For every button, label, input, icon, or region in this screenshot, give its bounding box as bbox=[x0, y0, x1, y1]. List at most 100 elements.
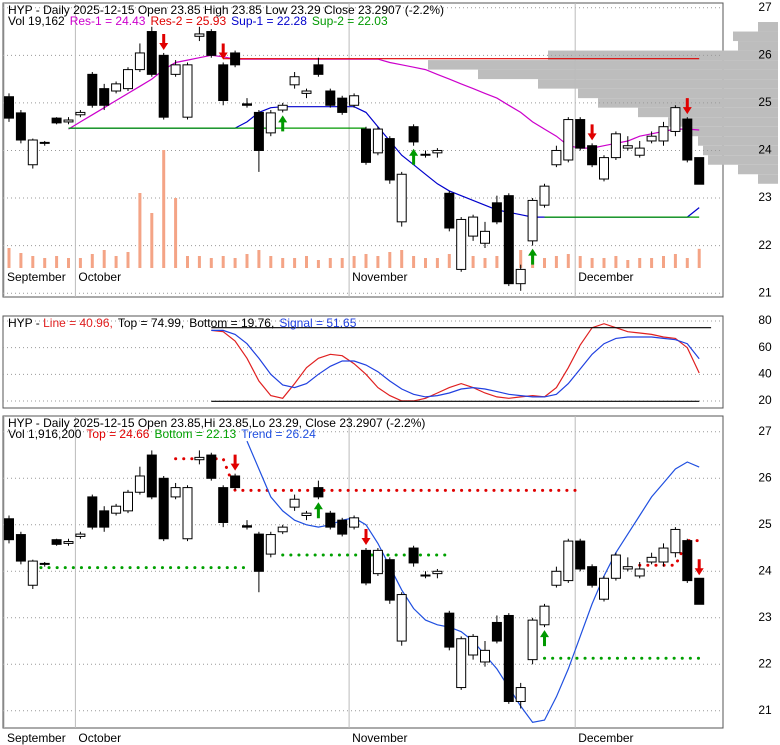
y-tick-label: 21 bbox=[758, 285, 772, 299]
candle-body bbox=[456, 218, 467, 270]
y-tick-label: 25 bbox=[758, 95, 772, 109]
volume-bar bbox=[102, 250, 106, 268]
y-tick-label: 27 bbox=[758, 0, 772, 14]
x-tick-label: December bbox=[578, 731, 633, 745]
candle-body bbox=[63, 541, 74, 544]
volume-bar bbox=[424, 258, 427, 268]
candle-body bbox=[361, 128, 371, 163]
candle-body bbox=[301, 90, 312, 94]
volume-bar bbox=[31, 256, 35, 268]
candle-body bbox=[301, 512, 312, 517]
indicator-line bbox=[211, 323, 700, 402]
y-tick-label: 21 bbox=[758, 703, 772, 717]
x-tick-label: October bbox=[78, 270, 121, 284]
volume-bar bbox=[233, 258, 237, 268]
candle-body bbox=[75, 533, 86, 537]
volume-bar bbox=[697, 248, 701, 268]
candle-body bbox=[313, 64, 324, 75]
volume-profile-bar bbox=[733, 31, 778, 42]
candle-body bbox=[4, 96, 14, 119]
volume-bar bbox=[328, 258, 332, 268]
candle-body bbox=[456, 638, 467, 689]
candle-body bbox=[372, 549, 383, 575]
legend-entry: Trend = 26.24 bbox=[241, 427, 316, 441]
buy-arrow bbox=[528, 248, 538, 265]
volume-bar bbox=[400, 250, 404, 268]
y-tick-label: 60 bbox=[758, 340, 772, 354]
volume-profile-bar bbox=[668, 117, 778, 127]
panel-title: HYP - Daily 2025-12-15 Open 23.85 High 2… bbox=[8, 3, 444, 17]
candle-body bbox=[63, 119, 74, 123]
candle-body bbox=[444, 612, 455, 648]
volume-bar bbox=[340, 258, 344, 268]
volume-bar bbox=[7, 248, 11, 268]
candle-body bbox=[539, 185, 550, 206]
candle-body bbox=[337, 97, 348, 113]
volume-bar bbox=[590, 258, 594, 268]
candle-body bbox=[599, 157, 609, 180]
volume-bar bbox=[221, 256, 225, 268]
candle-body bbox=[15, 534, 26, 562]
title-text: HYP - Daily 2025-12-15 Open 23.85 High 2… bbox=[8, 3, 444, 17]
candle-body bbox=[134, 52, 145, 71]
volume-bar bbox=[55, 256, 59, 268]
candle-body bbox=[563, 540, 574, 582]
volume-bar bbox=[316, 260, 320, 268]
volume-profile-bar bbox=[638, 107, 778, 118]
volume-bar bbox=[78, 258, 82, 268]
y-tick-label: 80 bbox=[758, 313, 772, 327]
candle-body bbox=[468, 216, 479, 237]
volume-profile-bar bbox=[758, 174, 778, 184]
candle-body bbox=[396, 594, 407, 642]
candle-body bbox=[51, 117, 62, 124]
volume-bar bbox=[566, 254, 570, 268]
volume-profile-bar bbox=[703, 145, 778, 156]
candle-body bbox=[313, 487, 324, 498]
candle-body bbox=[39, 562, 50, 565]
title-text: HYP - bbox=[8, 316, 43, 330]
candle-body bbox=[610, 133, 621, 159]
volume-bar bbox=[673, 254, 677, 268]
volume-bar bbox=[245, 254, 249, 268]
candle-body bbox=[277, 526, 288, 533]
volume-bar bbox=[138, 193, 142, 268]
candle-body bbox=[325, 512, 336, 528]
volume-bar bbox=[293, 258, 297, 268]
volume-bar bbox=[554, 256, 558, 268]
candle-body bbox=[610, 554, 621, 579]
volume-profile-bar bbox=[708, 155, 778, 165]
legend-entry: Bottom = 22.13 bbox=[154, 427, 236, 441]
candle-body bbox=[682, 540, 693, 582]
volume-bar bbox=[67, 258, 70, 268]
volume-profile-bar bbox=[758, 22, 778, 32]
sell-arrow bbox=[587, 124, 597, 141]
legend-entry: Sup-2 = 22.03 bbox=[312, 14, 388, 28]
candle-body bbox=[646, 135, 657, 142]
x-tick-label: November bbox=[352, 731, 407, 745]
volume-bar bbox=[90, 254, 94, 268]
candle-body bbox=[432, 570, 443, 575]
candle-body bbox=[27, 560, 38, 586]
panel-frame bbox=[2, 315, 724, 409]
candle-body bbox=[527, 619, 538, 661]
volume-bar bbox=[364, 254, 368, 268]
legend-entry: Line = 40.96, bbox=[43, 316, 113, 330]
y-tick-label: 22 bbox=[758, 656, 772, 670]
legend-entry: Bottom = 19.76, bbox=[189, 316, 274, 330]
y-tick-label: 22 bbox=[758, 238, 772, 252]
candle-body bbox=[170, 487, 181, 498]
candle-body bbox=[230, 475, 241, 489]
legend-entry: Top = 74.99, bbox=[118, 316, 184, 330]
x-tick-label: December bbox=[578, 270, 633, 284]
buy-arrow bbox=[540, 630, 549, 647]
candle-body bbox=[111, 83, 122, 92]
candle-body bbox=[337, 519, 348, 535]
volume-bar bbox=[614, 256, 618, 268]
sell-arrow bbox=[694, 559, 704, 576]
legend-entry: Res-2 = 25.93 bbox=[150, 14, 226, 28]
volume-label: Vol 19,162 bbox=[8, 14, 65, 28]
volume-bar bbox=[483, 258, 487, 268]
indicator-line bbox=[31, 553, 701, 660]
